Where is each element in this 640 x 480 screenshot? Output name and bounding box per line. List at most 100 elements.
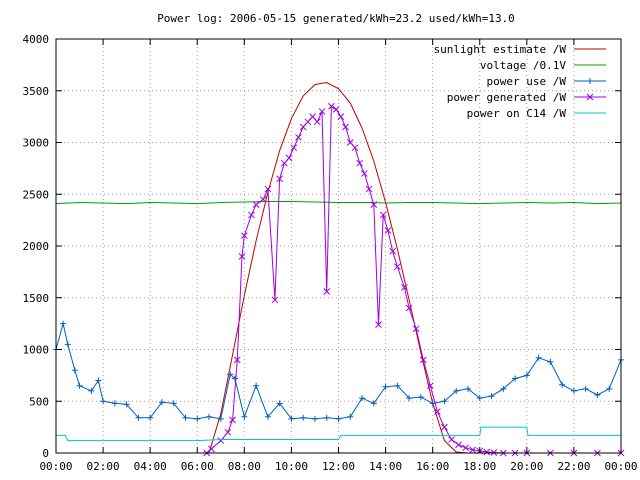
data-point [271,296,279,304]
data-point [405,304,413,312]
data-point [426,382,434,390]
data-point [158,399,165,406]
data-point [123,401,130,408]
legend-label: power generated /W [447,91,567,104]
data-point [323,414,330,421]
data-point [547,358,554,365]
x-tick-label: 22:00 [557,460,590,473]
legend: sunlight estimate /W voltage /0.1V power u… [434,43,606,120]
data-point [512,375,519,382]
legend-label: power use /W [487,75,567,88]
data-point [332,106,340,113]
legend-label: sunlight estimate /W [434,43,567,56]
series-group [203,102,625,457]
data-point [412,325,420,333]
data-point [469,446,477,454]
data-point [490,449,498,456]
data-point [71,367,78,374]
series-group [56,426,621,442]
series-line [208,81,469,454]
data-point [276,175,283,183]
data-point [419,356,427,364]
data-point [394,263,401,271]
data-point [434,408,441,415]
x-tick-label: 18:00 [463,460,496,473]
data-point [384,227,392,234]
legend-label: voltage /0.1V [480,59,566,72]
data-point [231,375,238,382]
data-point [248,211,255,219]
y-tick-label: 4000 [23,33,50,46]
data-point [60,320,67,327]
data-point [559,381,566,388]
data-point [342,123,349,131]
x-tick-label: 04:00 [134,460,167,473]
data-point [401,284,408,291]
data-point [313,118,321,126]
series-line [56,426,621,442]
data-point [328,102,335,110]
data-point [100,398,107,405]
y-tick-label: 2000 [23,240,50,253]
data-point [318,108,326,115]
y-tick-label: 1000 [23,344,50,357]
data-point [182,414,189,421]
x-tick-label: 00:00 [604,460,637,473]
x-tick-label: 14:00 [369,460,402,473]
legend-label: power on C14 /W [467,107,567,120]
data-point [351,144,359,152]
chart-title: Power log: 2006-05-15 generated/kWh=23.2… [157,12,515,25]
x-tick-label: 20:00 [510,460,543,473]
data-point [227,371,234,378]
data-point [224,428,232,436]
data-point [217,415,224,422]
data-point [95,377,102,384]
data-point [290,144,298,152]
x-tick-label: 12:00 [322,460,355,473]
axis-ticks: 0 500 1000 1500 2000 2500 3000 3500 4000 00:00 02:… [23,33,638,473]
data-point [276,400,283,407]
data-point [389,247,396,255]
data-point [488,393,495,400]
data-point [241,413,248,420]
data-point [233,356,241,364]
data-point [464,385,471,392]
data-point [448,436,455,443]
data-point [570,387,577,394]
data-point [523,372,530,379]
data-point [606,385,613,392]
series-layer [53,81,625,457]
data-point [483,448,491,456]
data-point [135,414,142,421]
data-point [361,170,368,177]
data-point [295,133,302,141]
data-point [208,445,215,453]
y-tick-label: 3000 [23,137,50,150]
data-point [252,201,260,208]
series-group [55,201,622,205]
data-point [455,441,462,449]
x-tick-label: 06:00 [181,460,214,473]
data-point [238,252,246,260]
data-point [441,423,448,431]
data-point [259,196,267,203]
data-point [365,185,373,193]
data-point [594,392,601,399]
data-point [206,413,213,420]
data-point [147,414,154,421]
data-point [229,416,236,424]
data-point [535,354,542,361]
data-point [264,413,271,420]
data-point [253,382,260,389]
data-point [170,400,177,407]
data-point [194,415,201,422]
data-point [500,385,507,392]
data-point [462,444,469,452]
x-tick-label: 00:00 [39,460,72,473]
data-point [240,232,248,240]
y-tick-label: 0 [42,447,49,460]
data-point [359,395,366,402]
series-line [55,201,622,205]
data-point [285,154,293,162]
